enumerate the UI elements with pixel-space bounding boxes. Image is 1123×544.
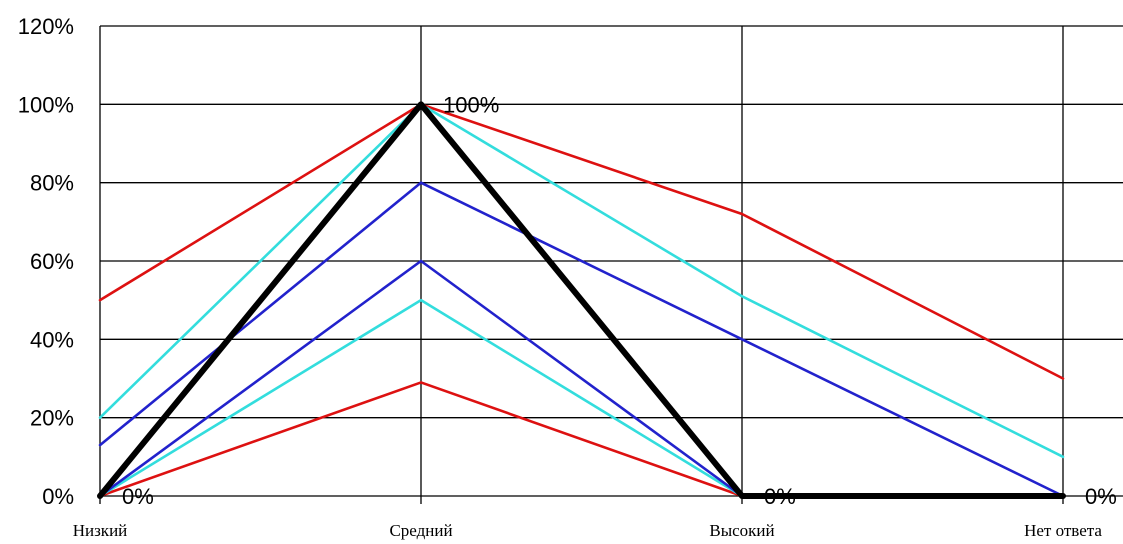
y-tick-label: 120% xyxy=(18,14,74,39)
y-tick-label: 20% xyxy=(30,406,74,431)
y-tick-label: 60% xyxy=(30,249,74,274)
y-tick-label: 100% xyxy=(18,92,74,117)
y-tick-label: 0% xyxy=(42,484,74,509)
data-labels: 0% 100% 0% 0% xyxy=(122,92,1117,509)
x-tick-label: Низкий xyxy=(73,521,128,540)
data-label: 0% xyxy=(1085,484,1117,509)
data-label: 0% xyxy=(122,484,154,509)
data-label: 100% xyxy=(443,92,499,117)
x-tick-label: Нет ответа xyxy=(1024,521,1102,540)
x-tick-label: Высокий xyxy=(709,521,774,540)
x-axis-ticks: Низкий Средний Высокий Нет ответа xyxy=(73,521,1103,540)
data-label: 0% xyxy=(764,484,796,509)
series-line-1 xyxy=(98,103,1065,380)
series-line-7 xyxy=(97,101,1066,499)
series-line-5 xyxy=(98,181,1065,498)
series-line-3 xyxy=(98,103,1065,459)
series-line-4 xyxy=(98,298,1065,498)
y-tick-label: 40% xyxy=(30,327,74,352)
series-lines xyxy=(97,101,1066,499)
y-axis-ticks: 0% 20% 40% 60% 80% 100% 120% xyxy=(18,14,74,509)
y-tick-label: 80% xyxy=(30,171,74,196)
gridlines xyxy=(99,25,1123,504)
x-tick-label: Средний xyxy=(389,521,452,540)
